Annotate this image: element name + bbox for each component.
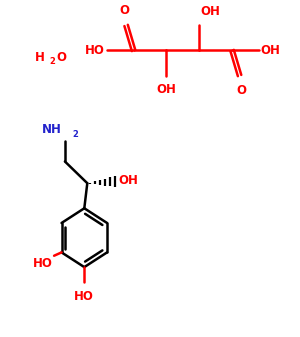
- Text: O: O: [56, 51, 67, 64]
- Text: OH: OH: [201, 5, 220, 18]
- Text: NH: NH: [42, 123, 62, 136]
- Text: O: O: [120, 4, 130, 17]
- Text: O: O: [236, 84, 246, 97]
- Text: HO: HO: [74, 289, 94, 303]
- Text: H: H: [35, 51, 45, 64]
- Text: HO: HO: [33, 257, 52, 270]
- Text: OH: OH: [118, 174, 139, 187]
- Text: 2: 2: [72, 130, 78, 139]
- Text: HO: HO: [85, 44, 105, 57]
- Text: 2: 2: [50, 57, 55, 66]
- Text: OH: OH: [260, 44, 280, 57]
- Text: OH: OH: [157, 83, 176, 96]
